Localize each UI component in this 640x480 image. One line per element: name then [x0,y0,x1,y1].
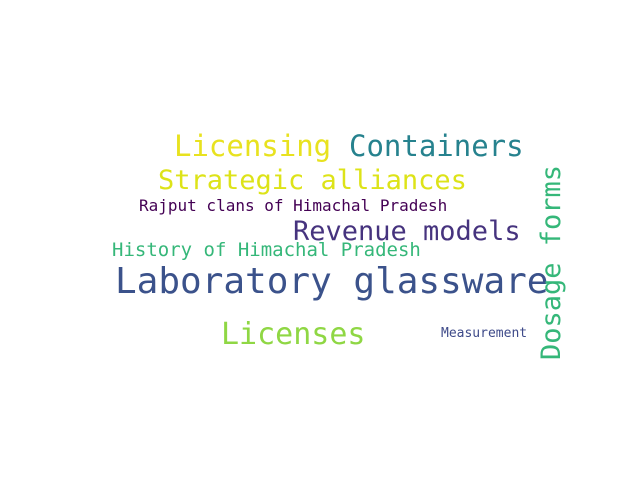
word-revenue-models: Revenue models [293,216,521,247]
word-laboratory-glassware: Laboratory glassware [115,261,549,302]
word-history-himachal: History of Himachal Pradesh [112,239,421,261]
word-strategic-alliances: Strategic alliances [158,165,467,196]
word-licenses: Licenses [221,317,366,352]
word-rajput-clans: Rajput clans of Himachal Pradesh [139,196,448,215]
word-dosage-forms: Dosage forms [536,164,567,360]
word-containers: Containers [349,129,524,163]
word-measurement: Measurement [441,326,528,341]
word-licensing: Licensing [174,129,332,163]
